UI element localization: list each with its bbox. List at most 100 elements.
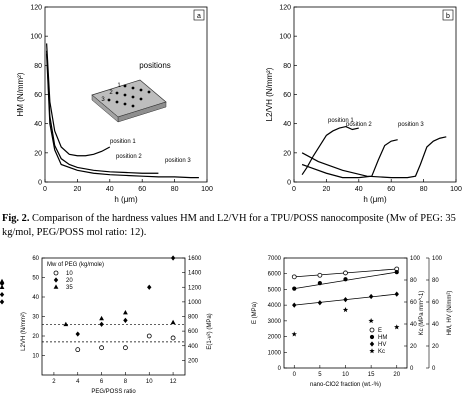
scatter-nano-ytick-label: 7000 [268,256,282,262]
panel-b-annotation-2: position 2 [346,122,372,128]
scatter-nano-legend-label-Kc: Kc [378,349,385,355]
scatter-nano-legend-marker-Kc [369,348,375,354]
scatter-peg-xtick-label: 12 [170,379,177,385]
panel-a-inset-indent-mark [139,97,143,101]
scatter-nano-point-E [317,272,323,278]
scatter-peg-xtick-label: 4 [76,379,80,385]
scatter-nano-ytick-right-label: 0 [410,366,414,372]
scatter-nano-ytick-right-label: 60 [410,300,417,306]
scatter-nano-point-HM [317,281,322,286]
scatter-nano-ytick-right-label: 100 [410,256,421,262]
scatter-nano-ytick-right2-label: 60 [432,300,439,306]
scatter-peg-point [123,345,128,351]
caption-text: Comparison of the hardness values HM and… [2,213,456,238]
scatter-peg-point [170,319,176,325]
scatter-nano-ytick-label: 1000 [268,350,282,356]
panel-b-series-line-2 [301,139,398,179]
scatter-nano-ytick-right2-label: 80 [432,278,439,284]
panel-a-ytick-label: 100 [30,34,42,41]
panel-a-annotation-2: position 2 [116,154,142,160]
scatter-peg-ytick-label: 40 [32,295,39,301]
panel-a-xtick-label: 100 [201,186,213,193]
panel-b-ytick-label: 0 [287,180,291,187]
panel-a-inset-indent-mark [123,93,127,97]
panel-a-xtick-label: 40 [106,186,114,193]
panel-b-ytick-label: 120 [279,5,291,12]
panel-b-series-line-1 [301,125,359,176]
scatter-peg-point [99,321,104,327]
scatter-nano-legend-marker-HM [369,334,375,340]
scatter-nano-ytick-right-label: 40 [410,322,417,328]
scatter-peg-plot-frame [41,257,186,376]
panel-b-series-line-3 [301,136,447,179]
panel-b-xtick-label: 0 [292,186,296,193]
panel-a-annotation-3: position 3 [165,158,191,164]
scatter-nano-point-HM [292,286,297,291]
scatter-peg-legend-label-10: 10 [66,271,73,277]
scatter-peg-ytick-label: 50 [32,276,39,282]
scatter-peg-legend-marker-35 [53,284,59,289]
panel-b-ylabel: L2/VH (N/mm²) [265,67,274,121]
panel-b-ytick-label: 60 [283,92,291,99]
panel-b-xlabel: h (μm) [363,195,387,204]
scatter-peg-ytick-label: 10 [32,354,39,360]
panel-b-ytick-label: 20 [283,150,291,157]
scatter-peg-margin-marker [0,284,5,290]
scatter-nano-ytick-label: 3000 [268,319,282,325]
scatter-nano-point-Kc [394,324,400,330]
panel-b-xtick-label: 80 [420,186,428,193]
panel-a-panel-label: a [197,13,201,20]
scatter-nano-point-HV [292,302,297,308]
scatter-nano-ytick-right2-label: 40 [432,322,439,328]
panel-b-xtick-label: 60 [387,186,395,193]
figure-caption: Fig. 2. Comparison of the hardness value… [2,212,468,239]
scatter-nano-xlabel: nano-ClO2 fraction (wt.-%) [310,382,381,388]
scatter-nano-point-HV [394,291,399,297]
panel-a-inset-title: positions [139,61,171,70]
scatter-nano-xtick-label: 20 [393,372,400,378]
panel-a-series-line-2 [46,50,159,174]
panel-a-inset-indent-mark [123,84,127,88]
scatter-peg-point [147,284,152,290]
scatter-peg-point [75,347,81,353]
panel-a-inset-indent-mark [147,90,151,94]
panel-a-xtick-label: 20 [74,186,82,193]
panel-a-ytick-label: 80 [34,63,42,70]
scatter-peg-ytick-right-label: 800 [188,315,199,321]
scatter-nano-ytick-right2-label: 20 [432,344,439,350]
scatter-peg-ytick-right-label: 1600 [188,256,202,262]
scatter-peg-point [63,321,69,327]
scatter-peg-point [99,315,104,321]
scatter-nano-legend-marker-E [369,327,375,333]
scatter-nano-point-E [343,270,348,276]
panel-a-inset-indent-mark [131,95,135,99]
scatter-nano-ylabel-right-2: HM, HV (N/mm²) [447,291,453,336]
panel-b-xtick-label: 40 [355,186,363,193]
scatter-nano-legend-label-HV: HV [378,342,386,348]
scatter-nano-xtick-label: 10 [342,372,349,378]
scatter-peg-margin-marker [0,299,5,305]
panel-a-ylabel: HM (N/mm²) [16,72,25,116]
panel-a-xtick-label: 80 [171,186,179,193]
scatter-peg-ytick-right-label: 200 [188,358,199,364]
panel-a-inset-indent-mark [139,88,143,92]
scatter-nano-point-HV [317,300,323,306]
scatter-nano-xtick-label: 15 [368,372,375,378]
scatter-peg-point [170,335,176,341]
scatter-nano-xtick-label: 0 [293,372,297,378]
scatter-peg-xtick-label: 8 [124,379,128,385]
scatter-nano-ytick-right-label: 20 [410,344,417,350]
panel-a-annotation-1: position 1 [110,139,136,145]
panel-a-inset-indent-mark [123,102,127,106]
panel-a-inset-label-2: 2 [109,90,113,96]
scatter-peg-point [146,333,152,339]
panel-a-ytick-label: 0 [38,180,42,187]
scatter-peg-legend-marker-20 [53,277,59,283]
panel-b-panel-label: b [446,13,450,20]
panel-a-inset-indent-mark [107,98,111,102]
panel-b-annotation-1: position 1 [328,118,354,124]
scatter-nano-point-E [291,274,297,280]
scatter-peg-margin-marker [0,291,5,298]
panel-b-panel-label-box [442,9,454,21]
